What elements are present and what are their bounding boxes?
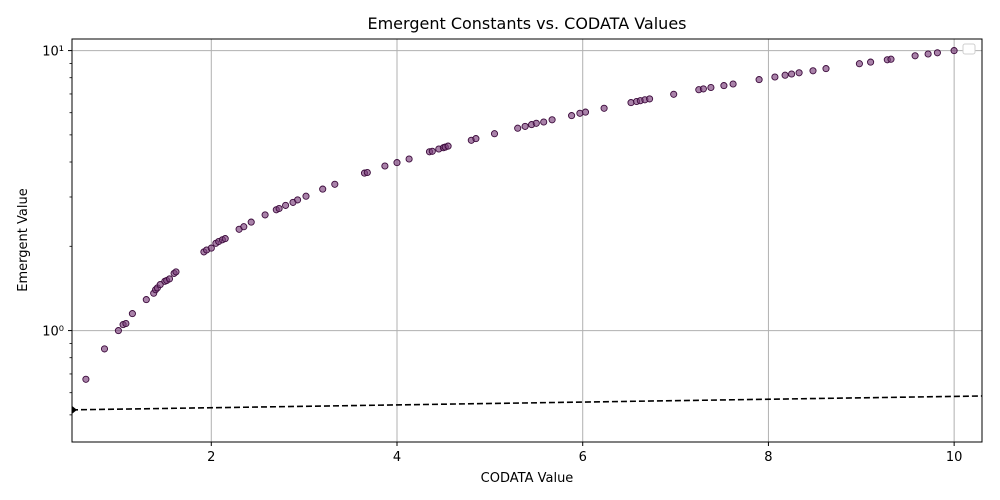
y-tick-label: 10¹ bbox=[42, 45, 64, 60]
scatter-point bbox=[707, 83, 715, 92]
scatter-point bbox=[247, 218, 255, 226]
scatter-point bbox=[924, 50, 932, 58]
x-tick-label: 4 bbox=[393, 450, 401, 465]
scatter-point bbox=[933, 49, 941, 57]
x-tick-label: 6 bbox=[579, 450, 587, 465]
plot-frame bbox=[71, 38, 983, 443]
scatter-point bbox=[490, 130, 499, 138]
scatter-point bbox=[381, 162, 389, 170]
scatter-point bbox=[261, 211, 269, 219]
scatter-point bbox=[122, 319, 130, 328]
scatter-point bbox=[911, 52, 919, 60]
scatter-point bbox=[540, 118, 548, 126]
scatter-point bbox=[363, 168, 371, 177]
reference-line-path bbox=[71, 395, 983, 411]
scatter-point bbox=[822, 65, 830, 73]
scatter-point bbox=[172, 268, 180, 276]
scatter-point bbox=[720, 82, 728, 90]
scatter-point bbox=[521, 122, 529, 130]
scatter-point bbox=[472, 135, 480, 143]
scatter-point bbox=[548, 116, 556, 124]
scatter-point bbox=[207, 244, 215, 252]
reference-line bbox=[71, 395, 983, 414]
x-tick-label: 10 bbox=[946, 450, 963, 465]
scatter-point bbox=[514, 124, 522, 132]
scatter-point bbox=[319, 185, 327, 193]
scatter-point bbox=[100, 345, 109, 353]
scatter-point bbox=[82, 375, 90, 383]
scatter-point bbox=[670, 90, 678, 98]
scatter-point bbox=[867, 58, 875, 66]
scatter-point bbox=[428, 147, 436, 155]
scatter-point bbox=[393, 159, 401, 167]
scatter-point bbox=[221, 235, 229, 243]
scatter-point bbox=[699, 85, 707, 93]
legend bbox=[962, 43, 976, 55]
scatter-point bbox=[444, 142, 452, 150]
scatter-point bbox=[646, 95, 654, 103]
scatter-point bbox=[240, 223, 248, 231]
chart-title: Emergent Constants vs. CODATA Values bbox=[367, 14, 686, 33]
scatter-point bbox=[781, 71, 789, 79]
scatter-point bbox=[128, 310, 136, 318]
scatter-point bbox=[627, 99, 635, 107]
y-tick-label: 10⁰ bbox=[42, 325, 64, 340]
scatter-point bbox=[331, 180, 339, 188]
gridlines bbox=[72, 39, 982, 442]
y-axis-label: Emergent Value bbox=[16, 188, 31, 291]
scatter-point bbox=[809, 67, 817, 75]
scatter-point bbox=[788, 70, 796, 78]
scatter-point bbox=[142, 296, 150, 304]
scatter-point bbox=[156, 281, 164, 289]
scatter-point bbox=[855, 60, 863, 68]
left-edge-marker-icon bbox=[72, 405, 77, 414]
scatter-point bbox=[568, 112, 576, 120]
scatter-point bbox=[729, 80, 737, 88]
x-tick-label: 2 bbox=[207, 450, 215, 465]
scatter-point bbox=[771, 73, 779, 81]
scatter-point bbox=[405, 155, 413, 163]
y-axis-ticks: 10⁰ 10¹ bbox=[42, 45, 72, 416]
scatter-point bbox=[532, 119, 540, 127]
scatter-point bbox=[581, 108, 590, 116]
scatter-point bbox=[114, 327, 122, 335]
scatter-point bbox=[600, 104, 608, 112]
scatter-points bbox=[82, 47, 958, 383]
x-axis-label: CODATA Value bbox=[481, 471, 574, 486]
x-axis-ticks: 2 4 6 8 10 bbox=[207, 442, 962, 465]
scatter-point bbox=[165, 275, 174, 283]
scatter-point bbox=[282, 201, 290, 209]
x-tick-label: 8 bbox=[764, 450, 772, 465]
legend-swatch bbox=[962, 43, 976, 55]
scatter-point bbox=[302, 192, 310, 200]
scatter-point bbox=[950, 47, 958, 55]
scatter-point bbox=[275, 204, 283, 213]
scatter-point bbox=[755, 76, 763, 84]
scatter-point bbox=[795, 69, 803, 77]
scatter-point bbox=[887, 55, 895, 63]
scatter-point bbox=[576, 109, 584, 117]
scatter-point bbox=[294, 196, 302, 204]
